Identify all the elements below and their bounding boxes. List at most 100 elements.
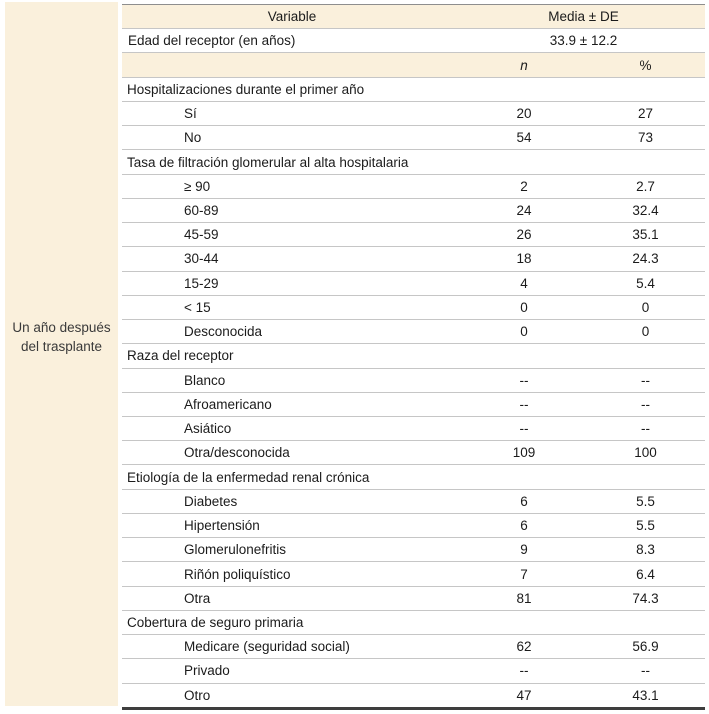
cell-percent: --	[641, 396, 650, 412]
table-row: Otro 47 43.1	[122, 683, 705, 707]
table-row: Diabetes 6 5.5	[122, 489, 705, 514]
cell-n: 0	[520, 299, 528, 315]
cell-percent: 5.4	[636, 275, 655, 291]
row-label: Hipertensión	[184, 518, 260, 534]
mean-row-value: 33.9 ± 12.2	[549, 33, 618, 49]
table-row: Otra/desconocida 109 100	[122, 441, 705, 466]
cell-percent: 0	[641, 324, 650, 340]
cell-n: 54	[516, 130, 532, 146]
cell-n: --	[519, 663, 529, 679]
row-label: Medicare (seguridad social)	[184, 639, 350, 655]
table-row: Riñón poliquístico 7 6.4	[122, 562, 705, 587]
cell-percent: 32.4	[632, 202, 659, 218]
cell-percent: 43.1	[632, 687, 659, 703]
table-row: Asiático -- --	[122, 416, 705, 442]
row-group-cell: Un año después del trasplante	[5, 2, 118, 706]
group-label: Raza del receptor	[127, 348, 234, 364]
cell-percent: 6.4	[636, 566, 655, 582]
row-group-label-line2: del trasplante	[20, 339, 103, 354]
row-label: Blanco	[184, 372, 226, 388]
row-label: 60-89	[184, 202, 219, 218]
row-label: Privado	[184, 663, 230, 679]
cell-n: 20	[516, 106, 532, 122]
row-label: ≥ 90	[184, 178, 211, 194]
group-header-row: Hospitalizaciones durante el primer año	[122, 77, 705, 102]
table-row: Glomerulonefritis 9 8.3	[122, 538, 705, 563]
row-label: No	[184, 130, 202, 146]
cell-n: --	[519, 372, 529, 388]
cell-n: --	[519, 421, 529, 437]
n-column-header: n	[520, 57, 528, 73]
row-label: Glomerulonefritis	[184, 542, 287, 558]
subheader-row: n %	[122, 53, 705, 78]
row-label: Otra	[184, 590, 211, 606]
cell-n: 9	[520, 542, 528, 558]
group-label: Cobertura de seguro primaria	[127, 614, 304, 630]
row-label: Desconocida	[184, 324, 263, 340]
row-label: Riñón poliquístico	[184, 566, 291, 582]
row-group-label: Un año después del trasplante	[12, 318, 110, 356]
row-label: Asiático	[184, 421, 232, 437]
table-row: No 54 73	[122, 126, 705, 151]
cell-percent: 24.3	[632, 251, 659, 267]
cell-percent: 5.5	[636, 493, 655, 509]
cell-percent: 74.3	[632, 590, 659, 606]
cell-n: 6	[520, 493, 528, 509]
cell-percent: 100	[634, 445, 657, 461]
cell-n: 109	[512, 445, 536, 461]
table-row: ≥ 90 2 2.7	[122, 174, 705, 199]
table-row: Desconocida 0 0	[122, 320, 705, 345]
cell-percent: 0	[641, 299, 650, 315]
row-label: Otra/desconocida	[184, 445, 290, 461]
table-row: 45-59 26 35.1	[122, 223, 705, 248]
row-label: Sí	[184, 106, 197, 122]
table-row: Afroamericano -- --	[122, 392, 705, 417]
variable-column-header: Variable	[267, 9, 317, 25]
group-header-row: Etiología de la enfermedad renal crónica	[122, 465, 705, 490]
cell-percent: 35.1	[632, 227, 659, 243]
cell-n: 0	[520, 324, 528, 340]
row-label: 15-29	[184, 275, 219, 291]
cell-percent: 2.7	[636, 178, 655, 194]
cell-n: 81	[516, 590, 532, 606]
cell-percent: 73	[637, 130, 654, 146]
row-label: < 15	[184, 299, 211, 315]
group-header-row: Raza del receptor	[122, 344, 705, 369]
row-label: Afroamericano	[184, 396, 272, 412]
cell-n: 24	[516, 202, 532, 218]
mean-row: Edad del receptor (en años) 33.9 ± 12.2	[122, 29, 705, 54]
table-row: Sí 20 27	[122, 101, 705, 127]
row-label: Diabetes	[184, 493, 238, 509]
table-row: Blanco -- --	[122, 368, 705, 393]
cell-n: 2	[520, 178, 528, 194]
group-label: Tasa de filtración glomerular al alta ho…	[127, 154, 409, 170]
cell-n: 26	[516, 227, 532, 243]
group-label: Etiología de la enfermedad renal crónica	[127, 469, 370, 485]
cell-n: 62	[516, 639, 532, 655]
table-row: 60-89 24 32.4	[122, 198, 705, 224]
group-label: Hospitalizaciones durante el primer año	[127, 81, 365, 97]
row-label: Otro	[184, 687, 211, 703]
cell-percent: 8.3	[636, 542, 655, 558]
mean-row-label: Edad del receptor (en años)	[128, 33, 296, 49]
cell-n: 6	[520, 518, 528, 534]
table-row: Hipertensión 6 5.5	[122, 513, 705, 539]
table-row: Privado -- --	[122, 659, 705, 684]
cell-n: 4	[520, 275, 528, 291]
row-label: 45-59	[184, 227, 219, 243]
cell-percent: --	[641, 421, 650, 437]
percent-column-header: %	[639, 57, 652, 73]
table-row: < 15 0 0	[122, 295, 705, 321]
table-row: 15-29 4 5.4	[122, 271, 705, 296]
cell-percent: 5.5	[636, 518, 655, 534]
cell-n: 7	[520, 566, 528, 582]
table-header-row: Variable Media ± DE	[122, 5, 705, 30]
cell-percent: 56.9	[632, 639, 659, 655]
cell-percent: 27	[637, 106, 654, 122]
table-row: Otra 81 74.3	[122, 586, 705, 611]
table-row: 30-44 18 24.3	[122, 247, 705, 272]
cell-n: 47	[516, 687, 532, 703]
media-column-header: Media ± DE	[548, 9, 619, 25]
data-table: Variable Media ± DE Edad del receptor (e…	[122, 4, 705, 710]
